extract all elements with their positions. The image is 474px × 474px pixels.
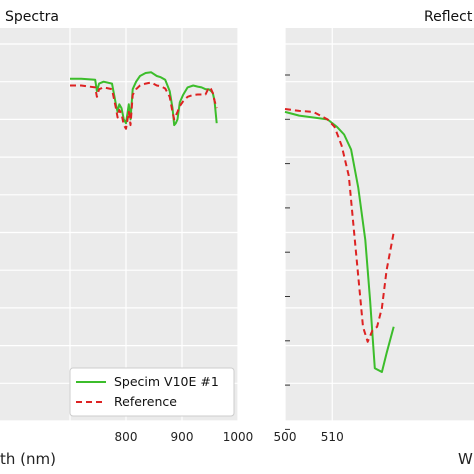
left-gridlines <box>0 28 239 422</box>
left-x-axis-label: th (nm) <box>0 450 56 468</box>
right-x-tick-label: 510 <box>321 430 344 444</box>
right-panel: 500 510 Reflect W <box>274 9 474 468</box>
right-series-line-specim <box>284 110 395 373</box>
right-plot-area <box>285 28 474 421</box>
legend-box <box>69 367 235 417</box>
left-x-tick-label: 1000 <box>223 430 254 444</box>
right-x-axis-label: W <box>458 450 473 468</box>
right-x-ticks: 500 510 <box>274 430 344 444</box>
legend-label-specim: Specim V10E #1 <box>114 374 219 389</box>
legend: Specim V10E #1 Reference <box>69 367 235 417</box>
left-chart-title: Spectra <box>5 9 59 25</box>
left-series-line-reference <box>70 81 218 130</box>
legend-label-reference: Reference <box>114 394 177 409</box>
right-chart-title: Reflect <box>424 9 473 25</box>
left-x-ticks: 800 900 1000 <box>115 430 254 444</box>
right-y-ticks <box>285 74 290 430</box>
right-series-lines <box>284 108 395 373</box>
right-gridlines <box>284 28 474 422</box>
left-x-tick-label: 900 <box>171 430 194 444</box>
left-series-lines <box>70 71 218 130</box>
right-x-tick-label: 500 <box>274 430 297 444</box>
left-panel: 800 900 1000 Spectra th (nm) Specim V10E #… <box>0 9 253 468</box>
right-series-line-reference <box>284 108 395 343</box>
left-x-tick-label: 800 <box>115 430 138 444</box>
